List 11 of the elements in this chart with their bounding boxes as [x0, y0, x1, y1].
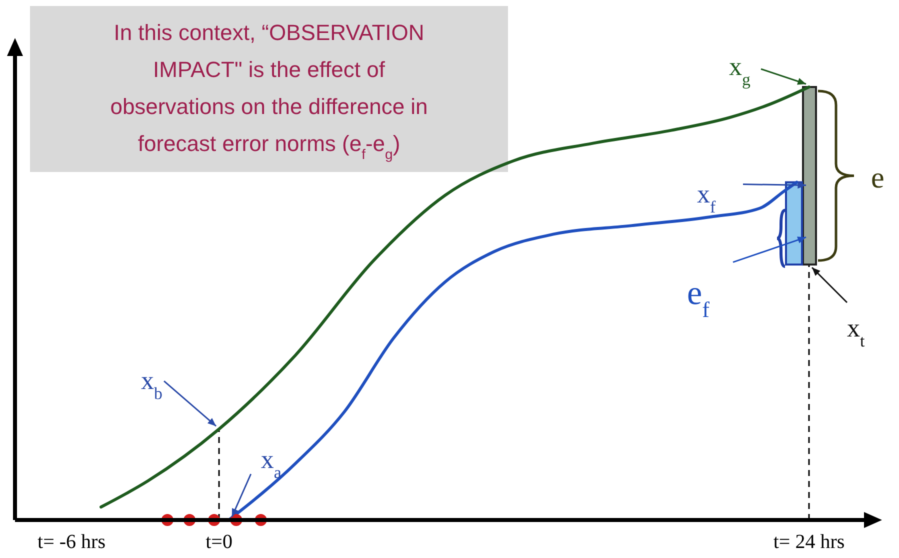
annotation: x$_{b}$ — [141, 366, 162, 403]
annotation: x$_{f}$ — [697, 179, 716, 216]
x-tick-label: t= -6 hrs — [38, 531, 106, 553]
annotation: e$_{f}$ — [687, 275, 710, 322]
annotation: e — [871, 162, 884, 195]
annotation: x$_{g}$ — [729, 52, 752, 88]
annotation: In this context, “OBSERVATION IMPACT" is the effect of observations on the difference in forecast error norms (e$_{f}$-e$_{g}$) — [110, 20, 428, 162]
x-tick-label: t=0 — [206, 531, 232, 553]
x-tick-label: t= 24 hrs — [773, 531, 845, 553]
annotation: x$_{t}$ — [847, 314, 866, 350]
annotation: x$_{a}$ — [260, 445, 282, 482]
